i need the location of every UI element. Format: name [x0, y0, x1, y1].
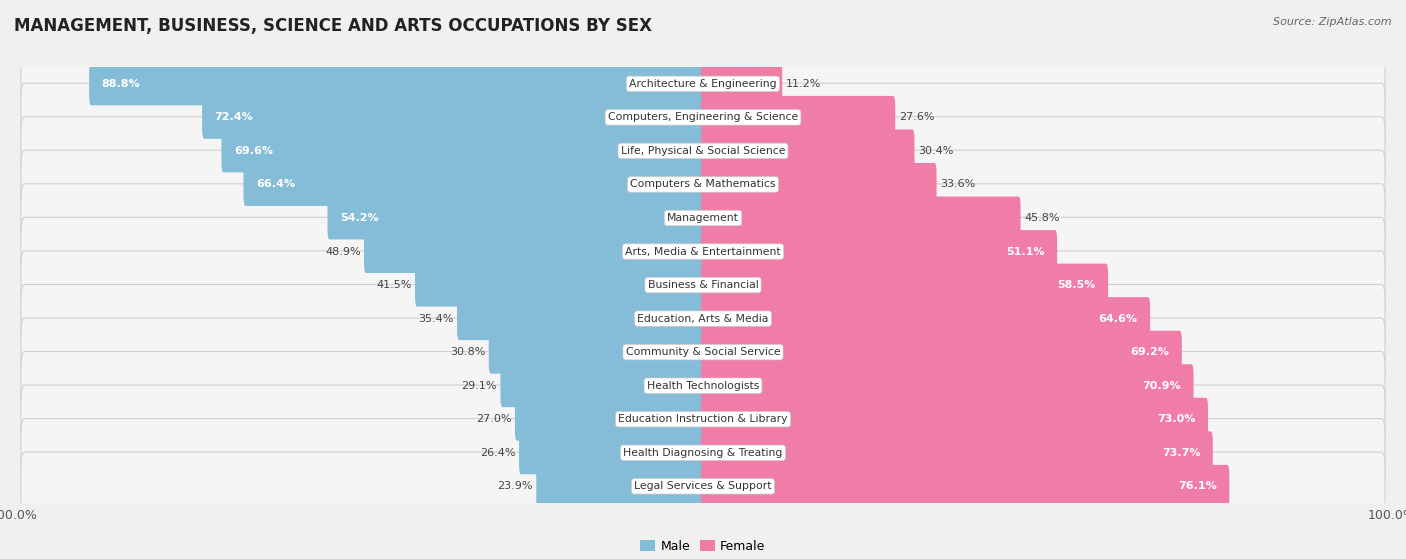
- FancyBboxPatch shape: [21, 83, 1385, 151]
- FancyBboxPatch shape: [21, 352, 1385, 420]
- Text: Computers, Engineering & Science: Computers, Engineering & Science: [607, 112, 799, 122]
- Text: 72.4%: 72.4%: [215, 112, 253, 122]
- Text: 27.6%: 27.6%: [898, 112, 934, 122]
- FancyBboxPatch shape: [702, 163, 936, 206]
- FancyBboxPatch shape: [21, 318, 1385, 386]
- Text: 88.8%: 88.8%: [101, 79, 141, 89]
- Text: Architecture & Engineering: Architecture & Engineering: [630, 79, 776, 89]
- Text: 26.4%: 26.4%: [479, 448, 516, 458]
- FancyBboxPatch shape: [21, 50, 1385, 118]
- FancyBboxPatch shape: [519, 432, 704, 474]
- Text: Business & Financial: Business & Financial: [648, 280, 758, 290]
- FancyBboxPatch shape: [21, 184, 1385, 252]
- Text: 69.2%: 69.2%: [1130, 347, 1170, 357]
- Text: 58.5%: 58.5%: [1057, 280, 1095, 290]
- Text: 33.6%: 33.6%: [941, 179, 976, 190]
- Text: 51.1%: 51.1%: [1007, 247, 1045, 257]
- FancyBboxPatch shape: [21, 251, 1385, 319]
- FancyBboxPatch shape: [702, 264, 1108, 306]
- Text: 69.6%: 69.6%: [233, 146, 273, 156]
- FancyBboxPatch shape: [702, 130, 914, 172]
- Text: 76.1%: 76.1%: [1178, 481, 1218, 491]
- Text: 73.0%: 73.0%: [1157, 414, 1195, 424]
- FancyBboxPatch shape: [21, 217, 1385, 286]
- FancyBboxPatch shape: [702, 297, 1150, 340]
- FancyBboxPatch shape: [501, 364, 704, 407]
- Text: 41.5%: 41.5%: [377, 280, 412, 290]
- Text: Computers & Mathematics: Computers & Mathematics: [630, 179, 776, 190]
- FancyBboxPatch shape: [702, 63, 782, 105]
- Text: 30.4%: 30.4%: [918, 146, 953, 156]
- Text: Health Technologists: Health Technologists: [647, 381, 759, 391]
- Text: 48.9%: 48.9%: [325, 247, 360, 257]
- Text: 73.7%: 73.7%: [1161, 448, 1201, 458]
- FancyBboxPatch shape: [415, 264, 704, 306]
- Text: 35.4%: 35.4%: [418, 314, 454, 324]
- Text: Education, Arts & Media: Education, Arts & Media: [637, 314, 769, 324]
- Text: 27.0%: 27.0%: [477, 414, 512, 424]
- FancyBboxPatch shape: [702, 96, 896, 139]
- Text: 66.4%: 66.4%: [256, 179, 295, 190]
- FancyBboxPatch shape: [457, 297, 704, 340]
- Text: MANAGEMENT, BUSINESS, SCIENCE AND ARTS OCCUPATIONS BY SEX: MANAGEMENT, BUSINESS, SCIENCE AND ARTS O…: [14, 17, 652, 35]
- Text: 11.2%: 11.2%: [786, 79, 821, 89]
- FancyBboxPatch shape: [21, 419, 1385, 487]
- FancyBboxPatch shape: [364, 230, 704, 273]
- FancyBboxPatch shape: [21, 285, 1385, 353]
- Text: 45.8%: 45.8%: [1024, 213, 1060, 223]
- FancyBboxPatch shape: [702, 364, 1194, 407]
- FancyBboxPatch shape: [702, 432, 1213, 474]
- FancyBboxPatch shape: [536, 465, 704, 508]
- FancyBboxPatch shape: [702, 331, 1182, 373]
- Text: 64.6%: 64.6%: [1098, 314, 1137, 324]
- FancyBboxPatch shape: [21, 385, 1385, 453]
- FancyBboxPatch shape: [702, 398, 1208, 440]
- Text: Community & Social Service: Community & Social Service: [626, 347, 780, 357]
- FancyBboxPatch shape: [702, 230, 1057, 273]
- FancyBboxPatch shape: [21, 150, 1385, 219]
- FancyBboxPatch shape: [328, 197, 704, 239]
- FancyBboxPatch shape: [702, 197, 1021, 239]
- Text: Arts, Media & Entertainment: Arts, Media & Entertainment: [626, 247, 780, 257]
- FancyBboxPatch shape: [202, 96, 704, 139]
- FancyBboxPatch shape: [89, 63, 704, 105]
- Text: 29.1%: 29.1%: [461, 381, 496, 391]
- FancyBboxPatch shape: [21, 452, 1385, 520]
- Text: Education Instruction & Library: Education Instruction & Library: [619, 414, 787, 424]
- Legend: Male, Female: Male, Female: [636, 535, 770, 558]
- Text: Source: ZipAtlas.com: Source: ZipAtlas.com: [1274, 17, 1392, 27]
- Text: Health Diagnosing & Treating: Health Diagnosing & Treating: [623, 448, 783, 458]
- FancyBboxPatch shape: [221, 130, 704, 172]
- FancyBboxPatch shape: [515, 398, 704, 440]
- FancyBboxPatch shape: [489, 331, 704, 373]
- Text: Life, Physical & Social Science: Life, Physical & Social Science: [621, 146, 785, 156]
- Text: 23.9%: 23.9%: [498, 481, 533, 491]
- Text: 30.8%: 30.8%: [450, 347, 485, 357]
- Text: Management: Management: [666, 213, 740, 223]
- FancyBboxPatch shape: [702, 465, 1229, 508]
- Text: Legal Services & Support: Legal Services & Support: [634, 481, 772, 491]
- Text: 54.2%: 54.2%: [340, 213, 378, 223]
- Text: 70.9%: 70.9%: [1143, 381, 1181, 391]
- FancyBboxPatch shape: [21, 117, 1385, 185]
- FancyBboxPatch shape: [243, 163, 704, 206]
